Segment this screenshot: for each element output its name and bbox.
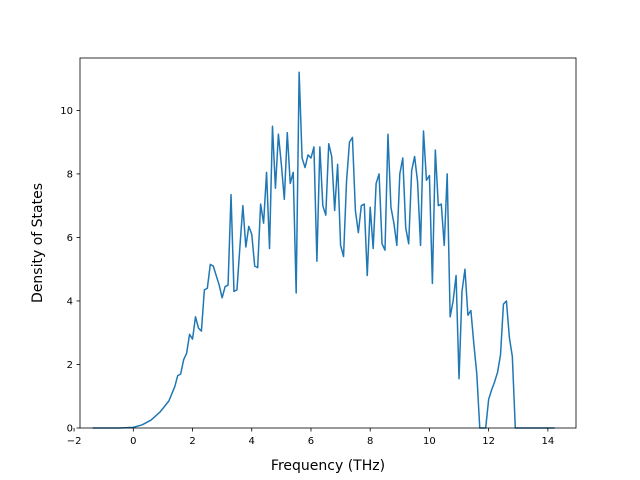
x-axis-ticks: −2 0 2 4 6 8 10 12 14 (67, 428, 555, 447)
x-tick-label: 6 (308, 436, 314, 447)
x-axis-label: Frequency (THz) (271, 458, 385, 474)
x-tick-label: 0 (130, 436, 136, 447)
line-layer (92, 71, 555, 429)
y-tick-label: 8 (67, 169, 73, 180)
y-tick-label: 2 (67, 360, 73, 371)
x-tick-label: 10 (423, 436, 436, 447)
x-tick-label: −2 (67, 436, 82, 447)
x-tick-label: 14 (542, 436, 555, 447)
y-axis-label: Density of States (30, 183, 46, 303)
x-tick-label: 2 (189, 436, 195, 447)
y-tick-label: 4 (67, 296, 73, 307)
x-tick-label: 8 (367, 436, 373, 447)
y-axis-ticks: 0 2 4 6 8 10 (60, 106, 80, 435)
dos-series-line (92, 71, 555, 429)
y-tick-label: 0 (67, 424, 73, 435)
x-tick-label: 4 (249, 436, 255, 447)
y-tick-label: 6 (67, 233, 73, 244)
plot-frame (79, 57, 577, 429)
y-tick-label: 10 (60, 106, 73, 117)
x-tick-label: 12 (482, 436, 495, 447)
